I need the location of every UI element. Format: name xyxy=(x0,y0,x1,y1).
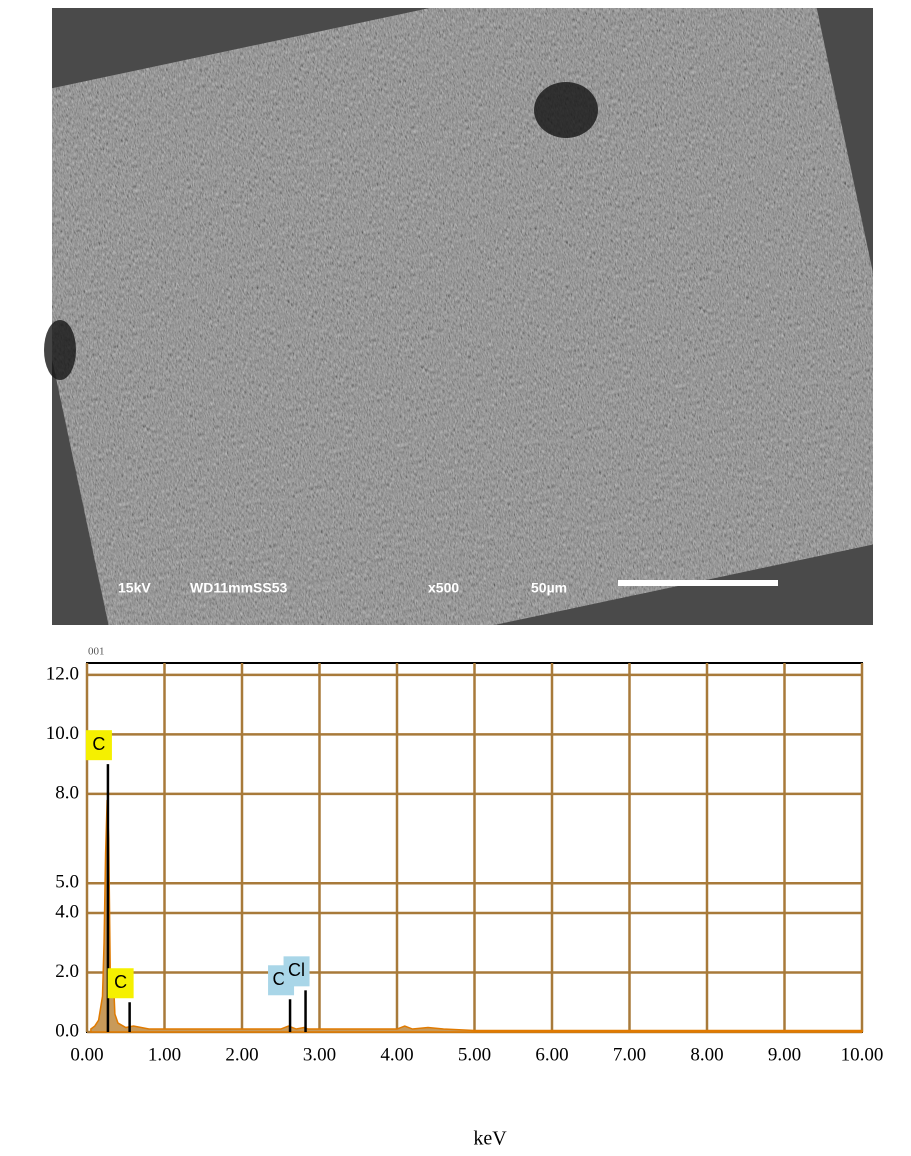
x-tick-label: 6.00 xyxy=(535,1044,568,1065)
x-tick-label: 8.00 xyxy=(690,1044,723,1065)
y-tick-label: 2.0 xyxy=(55,961,79,982)
x-tick-label: 0.00 xyxy=(70,1044,103,1065)
x-tick-label: 7.00 xyxy=(613,1044,646,1065)
x-tick-label: 2.00 xyxy=(225,1044,258,1065)
sem-scale-label: 50µm xyxy=(531,580,567,596)
y-tick-label: 8.0 xyxy=(55,782,79,803)
y-tick-label: 10.0 xyxy=(46,723,79,744)
x-tick-label: 10.00 xyxy=(841,1044,884,1065)
sem-voltage: 15kV xyxy=(118,580,151,596)
sem-working-distance: WD11mmSS53 xyxy=(190,580,287,596)
peak-label: C xyxy=(92,734,105,754)
x-axis-label: keV xyxy=(473,1128,507,1150)
y-tick-label: 0.0 xyxy=(55,1020,79,1041)
x-tick-label: 3.00 xyxy=(303,1044,336,1065)
figure: 15kV WD11mmSS53 x500 50µm 001 keV 0.0 2.0… xyxy=(0,0,911,1151)
y-tick-label: 5.0 xyxy=(55,872,79,893)
sem-pit xyxy=(44,320,76,380)
x-tick-label: 4.00 xyxy=(380,1044,413,1065)
x-tick-label: 5.00 xyxy=(458,1044,491,1065)
counts-label: 001 xyxy=(88,646,105,658)
x-tick-label: 1.00 xyxy=(148,1044,181,1065)
peak-label: Cl xyxy=(288,960,305,980)
sem-pit xyxy=(534,82,598,138)
sem-image: 15kV WD11mmSS53 x500 50µm xyxy=(0,0,911,703)
y-tick-label: 12.0 xyxy=(46,663,79,684)
x-tick-label: 9.00 xyxy=(768,1044,801,1065)
y-tick-label: 4.0 xyxy=(55,901,79,922)
sem-magnification: x500 xyxy=(428,580,459,596)
sem-scale-bar xyxy=(618,580,778,586)
peak-label: C xyxy=(114,972,127,992)
page: 15kV WD11mmSS53 x500 50µm 001 keV 0.0 2.0… xyxy=(0,0,911,1151)
